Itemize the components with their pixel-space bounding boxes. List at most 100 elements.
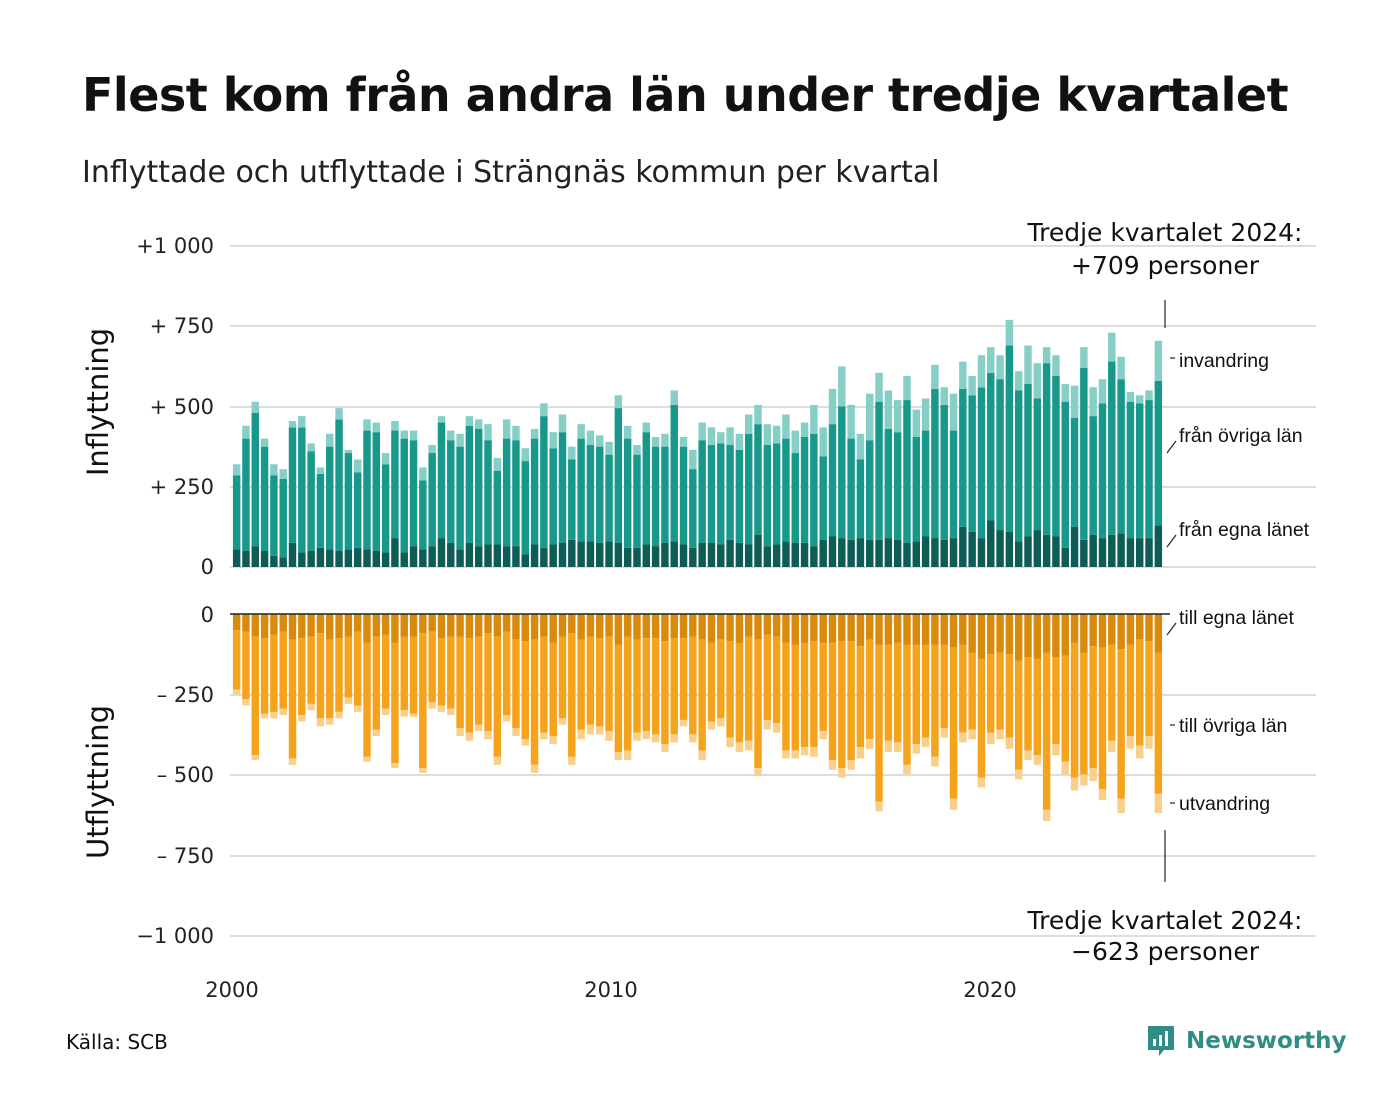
bar-utvandring xyxy=(651,734,660,743)
bar-till-ovriga-lan xyxy=(875,644,883,802)
bar-utvandring xyxy=(270,711,278,719)
bar-invandring xyxy=(726,427,734,446)
bar-till-ovriga-lan xyxy=(940,644,948,728)
bar-utvandring xyxy=(791,750,799,759)
annotation-in-line2: +709 personer xyxy=(1071,251,1260,280)
bar-till-ovriga-lan xyxy=(586,636,595,725)
bar-fran-ovriga-lan xyxy=(400,438,408,553)
bar-fran-egna-lanet xyxy=(521,554,529,567)
bar-utvandring xyxy=(409,713,418,717)
bar-invandring xyxy=(596,435,604,447)
bar-till-ovriga-lan xyxy=(381,634,390,709)
bar-till-ovriga-lan xyxy=(987,654,995,733)
bar-fran-egna-lanet xyxy=(447,542,455,567)
bar-utvandring xyxy=(381,708,390,716)
bar-fran-ovriga-lan xyxy=(447,440,455,543)
bar-fran-ovriga-lan xyxy=(353,472,362,548)
bar-invandring xyxy=(502,419,511,439)
bar-fran-egna-lanet xyxy=(530,544,539,567)
bar-utvandring xyxy=(1126,735,1135,749)
bar-utvandring xyxy=(782,750,790,759)
bar-fran-egna-lanet xyxy=(242,550,250,567)
bar-fran-ovriga-lan xyxy=(1014,390,1023,542)
legend-label-invandring: invandring xyxy=(1179,350,1269,372)
bar-till-egna-lanet xyxy=(968,614,976,653)
bar-fran-ovriga-lan xyxy=(1117,379,1125,534)
bar-fran-egna-lanet xyxy=(391,538,399,567)
bar-utvandring xyxy=(549,735,557,745)
bar-till-ovriga-lan xyxy=(717,639,725,719)
bar-fran-egna-lanet xyxy=(474,546,483,567)
bar-invandring xyxy=(791,430,799,454)
bar-till-ovriga-lan xyxy=(391,642,399,764)
bar-utvandring xyxy=(251,755,259,761)
legend-label-fran-ovriga-lan: från övriga län xyxy=(1179,425,1303,447)
bar-invandring xyxy=(940,387,948,405)
bar-invandring xyxy=(782,414,790,439)
bar-fran-ovriga-lan xyxy=(940,404,948,540)
bar-till-egna-lanet xyxy=(586,614,595,637)
bar-fran-egna-lanet xyxy=(437,538,446,567)
bar-till-ovriga-lan xyxy=(782,642,790,751)
bar-utvandring xyxy=(326,718,334,725)
bar-till-egna-lanet xyxy=(642,614,651,639)
bar-invandring xyxy=(810,404,818,434)
bar-invandring xyxy=(242,425,250,439)
bar-till-ovriga-lan xyxy=(409,636,418,714)
bar-invandring xyxy=(903,376,911,401)
bar-invandring xyxy=(717,432,725,444)
y-tick-out: – 250 xyxy=(157,683,214,707)
bar-invandring xyxy=(568,446,576,460)
bar-till-egna-lanet xyxy=(679,614,688,639)
bar-till-egna-lanet xyxy=(707,614,716,643)
bar-utvandring xyxy=(558,718,567,725)
bar-fran-ovriga-lan xyxy=(707,445,716,543)
bar-till-ovriga-lan xyxy=(502,631,511,716)
bar-till-ovriga-lan xyxy=(754,639,762,769)
bar-till-ovriga-lan xyxy=(456,636,464,728)
bar-fran-egna-lanet xyxy=(251,546,259,567)
bar-utvandring xyxy=(1089,768,1097,781)
bar-fran-egna-lanet xyxy=(866,539,874,568)
bar-invandring xyxy=(819,427,827,457)
bar-utvandring xyxy=(670,734,678,743)
bar-invandring xyxy=(1154,340,1163,381)
bar-till-ovriga-lan xyxy=(288,639,297,759)
bar-invandring xyxy=(642,422,651,433)
bar-till-egna-lanet xyxy=(1052,614,1060,658)
bar-till-ovriga-lan xyxy=(260,638,269,714)
bar-fran-ovriga-lan xyxy=(391,430,399,539)
bar-till-ovriga-lan xyxy=(810,641,818,748)
bar-invandring xyxy=(1061,384,1069,402)
x-ticks: 2000 2010 2020 xyxy=(205,978,1016,1002)
bar-invandring xyxy=(298,416,306,428)
bar-fran-ovriga-lan xyxy=(717,443,725,545)
bar-fran-egna-lanet xyxy=(1061,547,1069,567)
annotation-out-line2: −623 personer xyxy=(1071,937,1260,966)
bar-fran-ovriga-lan xyxy=(698,440,706,543)
bar-invandring xyxy=(1042,347,1051,364)
bar-utvandring xyxy=(260,713,269,719)
bar-fran-ovriga-lan xyxy=(512,440,520,547)
y-tick-out: −1 000 xyxy=(136,924,214,948)
bar-fran-ovriga-lan xyxy=(1080,367,1088,540)
bar-fran-ovriga-lan xyxy=(1126,401,1135,539)
bar-fran-ovriga-lan xyxy=(642,432,651,545)
bar-utvandring xyxy=(307,703,315,711)
bar-fran-egna-lanet xyxy=(1080,539,1088,568)
bar-fran-egna-lanet xyxy=(800,542,809,567)
bar-fran-egna-lanet xyxy=(344,549,353,568)
x-tick: 2020 xyxy=(963,978,1016,1002)
bar-till-egna-lanet xyxy=(512,614,520,640)
bar-invandring xyxy=(977,355,986,388)
bar-invandring xyxy=(540,403,548,417)
bar-till-egna-lanet xyxy=(409,614,418,637)
bar-fran-egna-lanet xyxy=(977,538,986,567)
bar-fran-ovriga-lan xyxy=(1033,398,1042,531)
bar-fran-egna-lanet xyxy=(707,542,716,567)
bar-till-ovriga-lan xyxy=(530,639,539,765)
y-ticks-out: 0 – 250 – 500 – 750 −1 000 xyxy=(136,603,214,948)
bar-till-egna-lanet xyxy=(530,614,539,640)
bar-till-egna-lanet xyxy=(717,614,725,640)
bar-fran-ovriga-lan xyxy=(791,453,799,543)
